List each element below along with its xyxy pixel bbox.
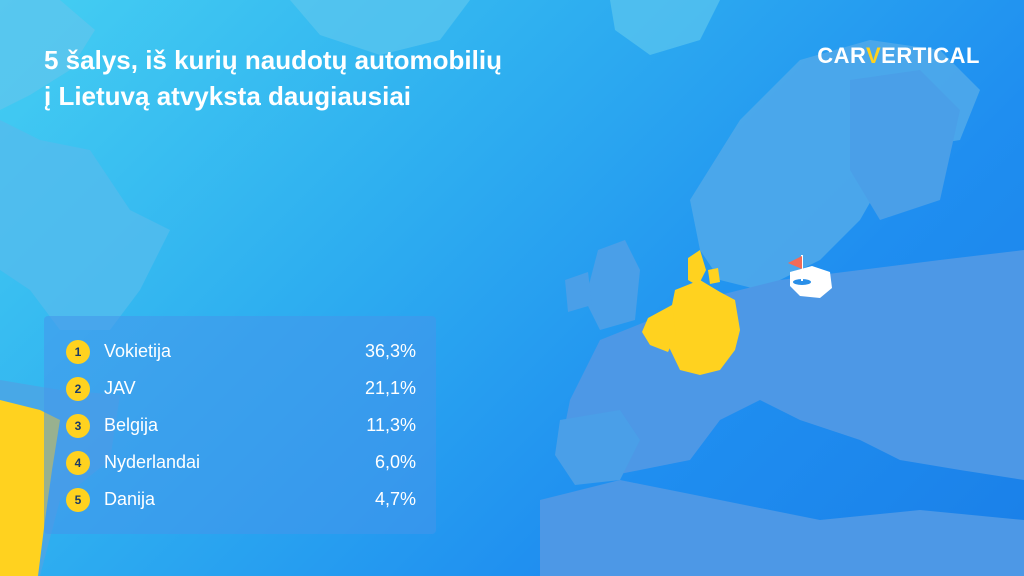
- rank-badge: 2: [66, 377, 90, 401]
- rank-badge: 4: [66, 451, 90, 475]
- country-percent: 21,1%: [364, 378, 416, 398]
- rank-badge: 1: [66, 340, 90, 364]
- ranking-row: 2 JAV 21,1%: [66, 375, 416, 403]
- germany-highlight: [668, 280, 740, 375]
- rank-badge: 3: [66, 414, 90, 438]
- country-name: JAV: [104, 378, 136, 398]
- finland-land: [850, 70, 960, 220]
- ranking-row: 1 Vokietija 36,3%: [66, 338, 416, 366]
- title-line-1: 5 šalys, iš kurių naudotų automobilių: [44, 45, 502, 75]
- logo-part-3: ERTICAL: [881, 43, 980, 68]
- north-america-land: [0, 0, 95, 110]
- ireland-land: [565, 272, 592, 312]
- page-title: 5 šalys, iš kurių naudotų automobilių į …: [44, 42, 664, 114]
- country-name: Belgija: [104, 415, 159, 435]
- logo-v-mark: V: [865, 43, 882, 68]
- denmark-island-highlight: [708, 268, 720, 284]
- ranking-row: 3 Belgija 11,3%: [66, 412, 416, 440]
- denmark-highlight: [688, 250, 706, 286]
- country-name: Danija: [104, 489, 156, 509]
- greenland-land: [610, 0, 720, 55]
- iberia-land: [555, 410, 640, 485]
- arctic-island-land: [290, 0, 470, 55]
- country-name: Vokietija: [104, 341, 172, 361]
- ranking-row: 5 Danija 4,7%: [66, 486, 416, 514]
- ranking-row: 4 Nyderlandai 6,0%: [66, 449, 416, 477]
- canada-land: [0, 120, 170, 330]
- country-percent: 36,3%: [364, 341, 416, 361]
- country-percent: 6,0%: [374, 452, 416, 472]
- country-name: Nyderlandai: [104, 452, 201, 472]
- title-line-2: į Lietuvą atvyksta daugiausiai: [44, 81, 412, 111]
- rank-badge: 5: [66, 488, 90, 512]
- flag-icon: [788, 256, 802, 269]
- carvertical-logo: CARVERTICAL: [817, 43, 980, 69]
- ranking-panel: 1 Vokietija 36,3% 2 JAV 21,1% 3 Belgija …: [44, 316, 436, 534]
- country-percent: 4,7%: [374, 489, 416, 509]
- africa-land: [540, 480, 1024, 576]
- logo-part-1: CAR: [817, 43, 866, 68]
- britain-land: [585, 240, 640, 330]
- country-percent: 11,3%: [366, 415, 416, 435]
- lithuania-pin-base: [793, 279, 811, 285]
- europe-land: [560, 250, 1024, 480]
- benelux-highlight: [642, 305, 676, 352]
